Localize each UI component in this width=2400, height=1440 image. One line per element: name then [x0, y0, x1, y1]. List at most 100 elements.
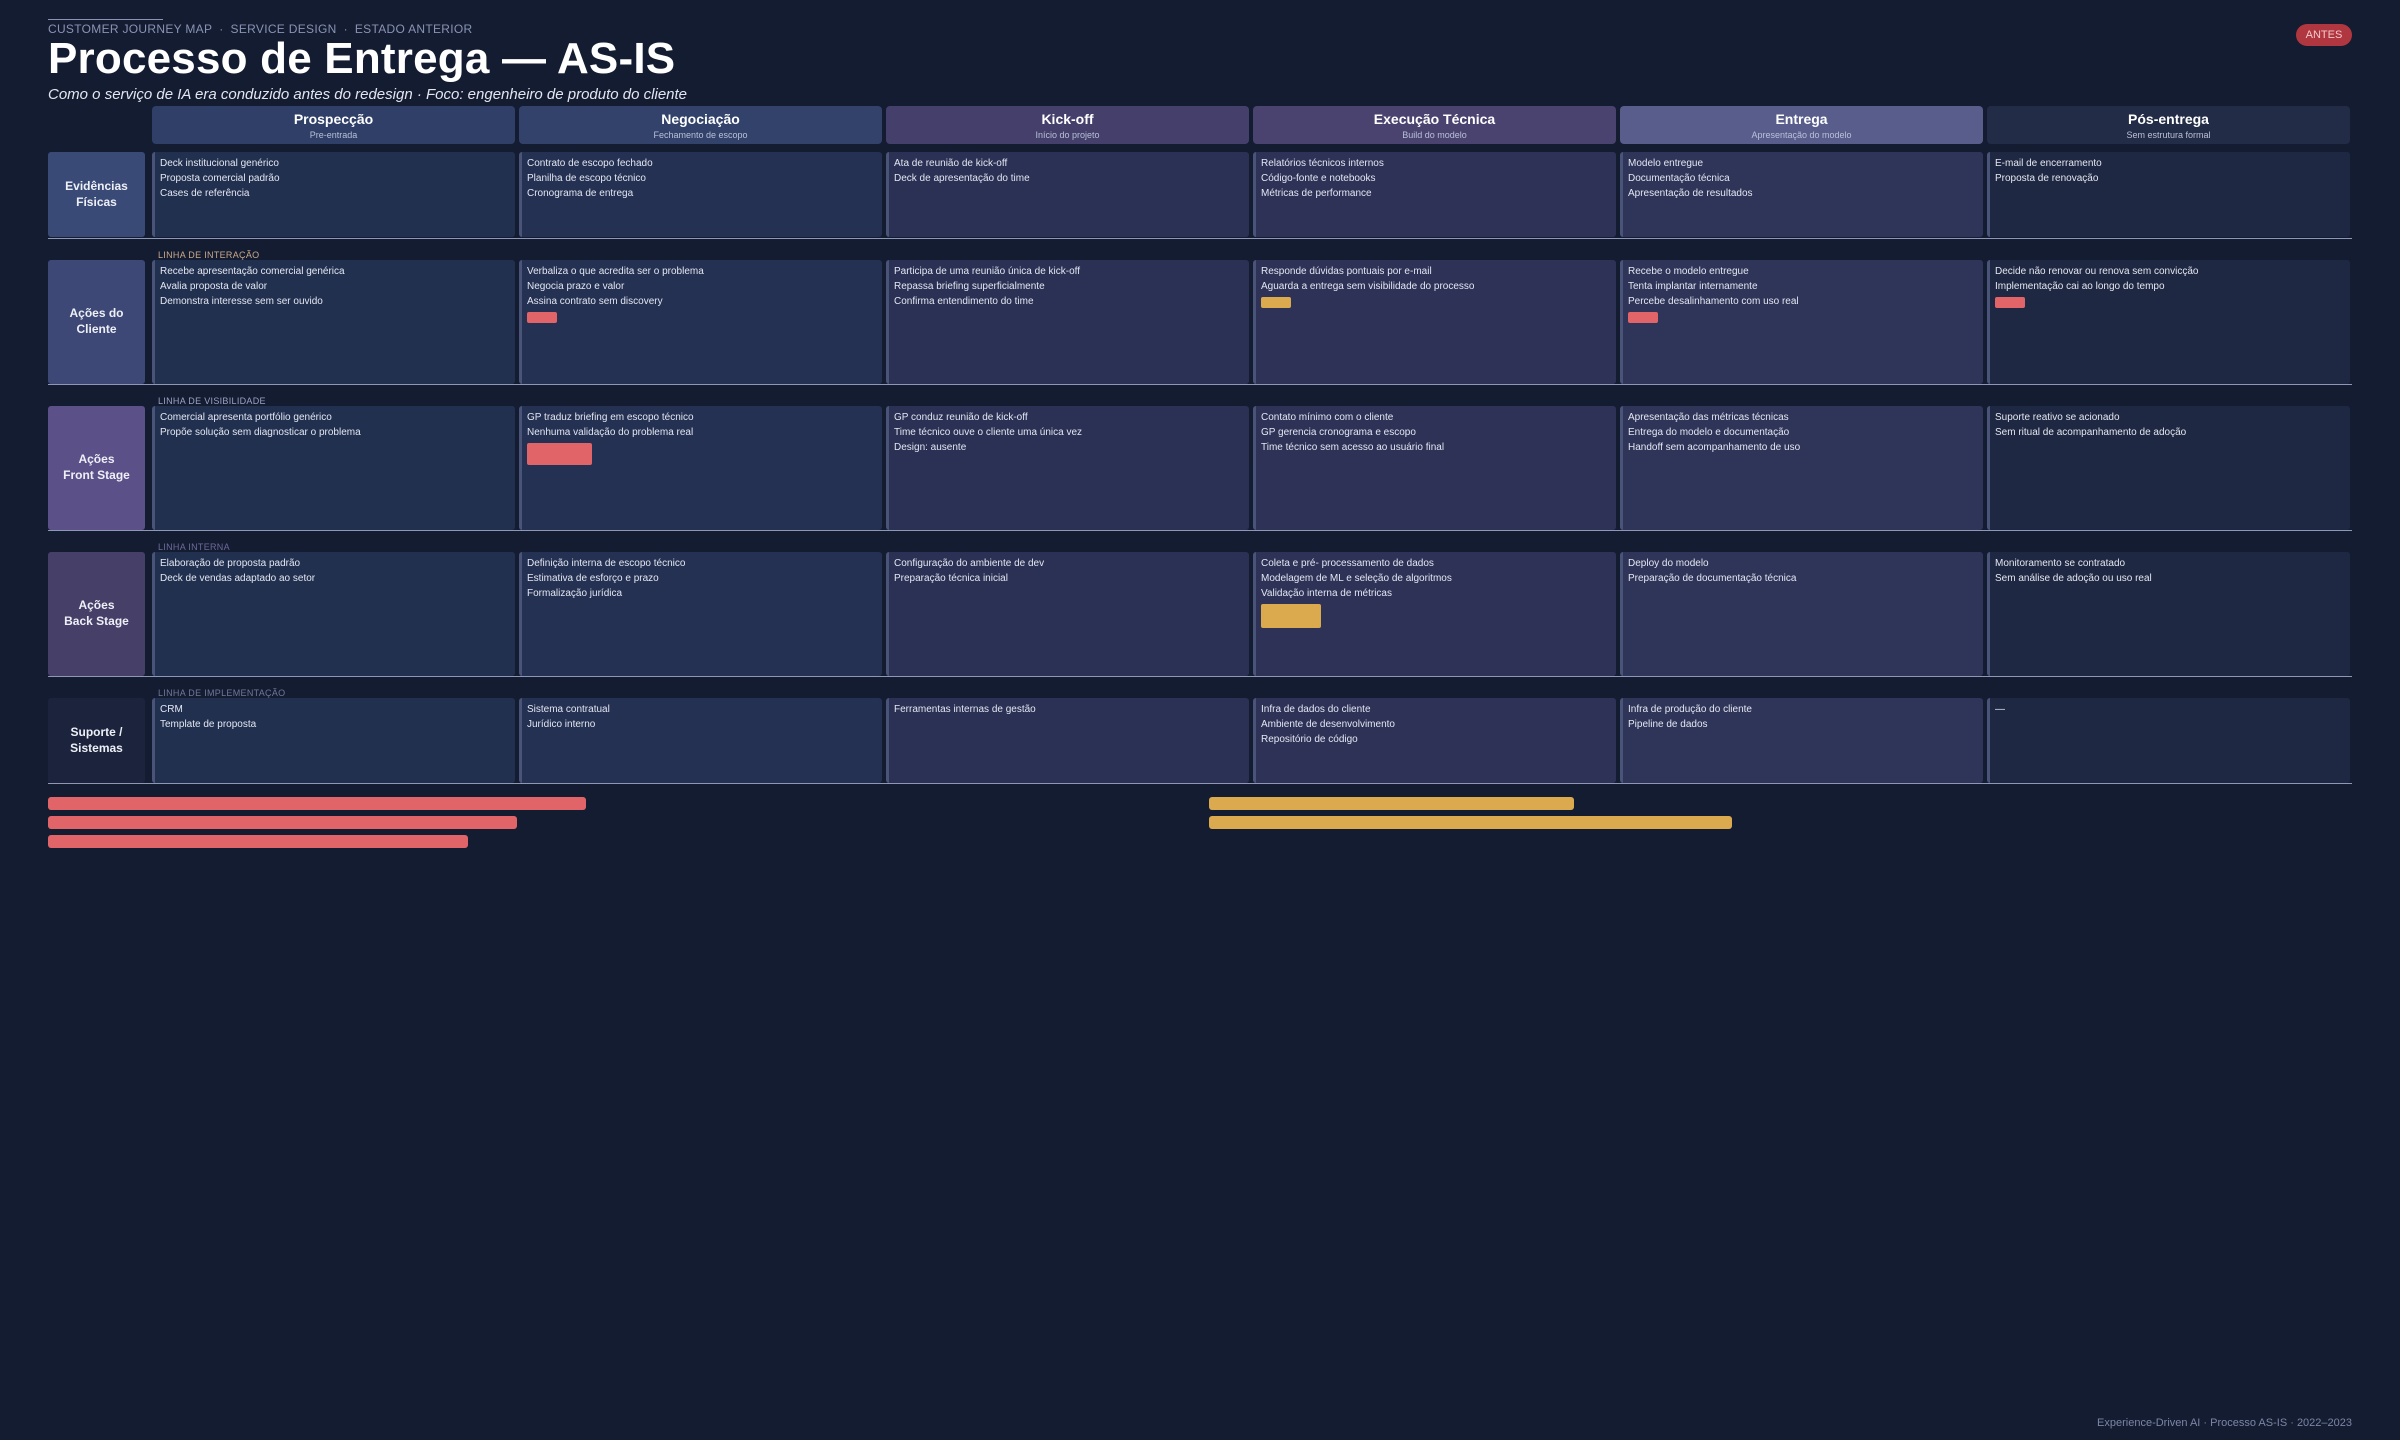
cell-item: Time técnico sem acesso ao usuário final: [1261, 442, 1445, 453]
cell-item: Confirma entendimento do time: [894, 296, 1034, 307]
cell-item: Planilha de escopo técnico: [527, 173, 646, 184]
cell-item: Negocia prazo e valor: [527, 281, 625, 292]
cell-item: Pipeline de dados: [1628, 719, 1708, 730]
blueprint-cell: Ferramentas internas de gestão: [886, 698, 1249, 783]
cell-item: Modelagem de ML e seleção de algoritmos: [1261, 573, 1452, 584]
pain-point-marker: [527, 312, 557, 323]
phase-header: Prospecção Pre-entrada: [152, 106, 515, 144]
cell-item: Deck de apresentação do time: [894, 173, 1030, 184]
blueprint-cell: Definição interna de escopo técnico Estim…: [519, 552, 882, 676]
blueprint-cell: Comercial apresenta portfólio genérico Pr…: [152, 406, 515, 530]
blueprint-cell: Suporte reativo se acionado Sem ritual de…: [1987, 406, 2350, 530]
blueprint-cell: Contrato de escopo fechado Planilha de es…: [519, 152, 882, 237]
blueprint-cell: GP conduz reunião de kick-off Time técnic…: [886, 406, 1249, 530]
cell-item: Infra de produção do cliente: [1628, 704, 1752, 715]
cell-item: Demonstra interesse sem ser ouvido: [160, 296, 323, 307]
cell-item: Ata de reunião de kick-off: [894, 158, 1008, 169]
swimlane-line-label: LINHA DE VISIBILIDADE: [158, 396, 266, 406]
cell-item: Time técnico ouve o cliente uma única ve…: [894, 427, 1083, 438]
phase-name: Entrega: [1775, 111, 1828, 127]
blueprint-cell: Monitoramento se contratado Sem análise d…: [1987, 552, 2350, 676]
blueprint-cell: Apresentação das métricas técnicas Entreg…: [1620, 406, 1983, 530]
cell-item: Percebe desalinhamento com uso real: [1628, 296, 1799, 307]
cell-item: Decide não renovar ou renova sem convicç…: [1995, 266, 2199, 277]
cell-item: Deck institucional genérico: [160, 158, 279, 169]
blueprint-cell: CRM Template de proposta: [152, 698, 515, 783]
swimlane-divider: [48, 676, 2352, 677]
blueprint-cell: Relatórios técnicos internos Código-fonte…: [1253, 152, 1616, 237]
cell-item: GP conduz reunião de kick-off: [894, 412, 1028, 423]
phase-subtitle: Início do projeto: [1035, 130, 1100, 140]
cell-item: Handoff sem acompanhamento de uso: [1628, 442, 1801, 453]
row-label: Suporte / Sistemas: [48, 698, 145, 783]
phase-header: Negociação Fechamento de escopo: [519, 106, 882, 144]
cell-item: Métricas de performance: [1261, 188, 1372, 199]
cell-item: Repositório de código: [1261, 734, 1358, 745]
blueprint-cell: E-mail de encerramento Proposta de renova…: [1987, 152, 2350, 237]
blueprint-cell: Decide não renovar ou renova sem convicç…: [1987, 260, 2350, 384]
swimlane-divider: [48, 530, 2352, 531]
cell-item: Formalização jurídica: [527, 588, 623, 599]
kicker-rule: [48, 19, 163, 20]
cell-item: Proposta comercial padrão: [160, 173, 280, 184]
cell-item: Sem ritual de acompanhamento de adoção: [1995, 427, 2187, 438]
phase-name: Pós-entrega: [2128, 111, 2209, 127]
cell-item: Cases de referência: [160, 188, 250, 199]
cell-item: Jurídico interno: [527, 719, 596, 730]
footer-credit: Experience-Driven AI · Processo AS-IS · …: [2097, 1417, 2352, 1429]
cell-item: Apresentação de resultados: [1628, 188, 1753, 199]
breadcrumb-item: SERVICE DESIGN: [230, 22, 337, 36]
cell-item: Suporte reativo se acionado: [1995, 412, 2120, 423]
blueprint-cell: Deploy do modelo Preparação de documentaç…: [1620, 552, 1983, 676]
row-label: Evidências Físicas: [48, 152, 145, 237]
phase-name: Prospecção: [293, 111, 374, 127]
blueprint-cell: Recebe apresentação comercial genérica Av…: [152, 260, 515, 384]
cell-item: Coleta e pré- processamento de dados: [1261, 558, 1434, 569]
cell-item: Definição interna de escopo técnico: [527, 558, 686, 569]
swimlane-line-label: LINHA INTERNA: [158, 542, 230, 552]
cell-item: Contrato de escopo fechado: [527, 158, 653, 169]
cell-item: Implementação cai ao longo do tempo: [1995, 281, 2165, 292]
phase-header: Execução Técnica Build do modelo: [1253, 106, 1616, 144]
cell-item: Participa de uma reunião única de kick-o…: [894, 266, 1081, 277]
phase-subtitle: Pre-entrada: [309, 130, 358, 140]
cell-item: Infra de dados do cliente: [1261, 704, 1371, 715]
cell-item: —: [1995, 704, 2005, 715]
blueprint-cell: Deck institucional genérico Proposta come…: [152, 152, 515, 237]
cell-item: Comercial apresenta portfólio genérico: [160, 412, 332, 423]
blueprint-cell: Responde dúvidas pontuais por e-mail Agua…: [1253, 260, 1616, 384]
swimlane-line-label: LINHA DE IMPLEMENTAÇÃO: [158, 688, 286, 698]
cell-item: Entrega do modelo e documentação: [1628, 427, 1790, 438]
pain-point-marker: [527, 443, 592, 465]
blueprint-cell: Recebe o modelo entregue Tenta implantar …: [1620, 260, 1983, 384]
row-label: Ações do Cliente: [48, 260, 145, 384]
blueprint-cell: Participa de uma reunião única de kick-o…: [886, 260, 1249, 384]
pain-bar: [48, 816, 517, 829]
cell-item: Código-fonte e notebooks: [1261, 173, 1376, 184]
phase-header: Entrega Apresentação do modelo: [1620, 106, 1983, 144]
cell-item: Monitoramento se contratado: [1995, 558, 2126, 569]
swimlane-divider: [48, 384, 2352, 385]
pain-bar: [48, 835, 468, 848]
blueprint-cell: Configuração do ambiente de dev Preparaçã…: [886, 552, 1249, 676]
page-subtitle: Como o serviço de IA era conduzido antes…: [48, 86, 688, 103]
cell-item: Proposta de renovação: [1995, 173, 2099, 184]
cell-item: Propõe solução sem diagnosticar o proble…: [160, 427, 361, 438]
blueprint-cell: GP traduz briefing em escopo técnico Nenh…: [519, 406, 882, 530]
breadcrumb-item: CUSTOMER JOURNEY MAP: [48, 22, 213, 36]
row-label: Ações Back Stage: [48, 552, 145, 676]
phase-subtitle: Apresentação do modelo: [1751, 130, 1852, 140]
blueprint-cell: Infra de dados do cliente Ambiente de des…: [1253, 698, 1616, 783]
swimlane-line-label: LINHA DE INTERAÇÃO: [158, 250, 260, 260]
cell-item: Preparação técnica inicial: [894, 573, 1008, 584]
phase-subtitle: Fechamento de escopo: [653, 130, 748, 140]
attention-marker: [1261, 604, 1321, 628]
phase-name: Execução Técnica: [1373, 111, 1496, 127]
phase-subtitle: Build do modelo: [1402, 130, 1467, 140]
cell-item: Responde dúvidas pontuais por e-mail: [1261, 266, 1432, 277]
cell-item: E-mail de encerramento: [1995, 158, 2102, 169]
pain-bar: [48, 797, 586, 810]
cell-item: Elaboração de proposta padrão: [160, 558, 301, 569]
pain-point-marker: [1995, 297, 2025, 308]
cell-item: Configuração do ambiente de dev: [894, 558, 1045, 569]
